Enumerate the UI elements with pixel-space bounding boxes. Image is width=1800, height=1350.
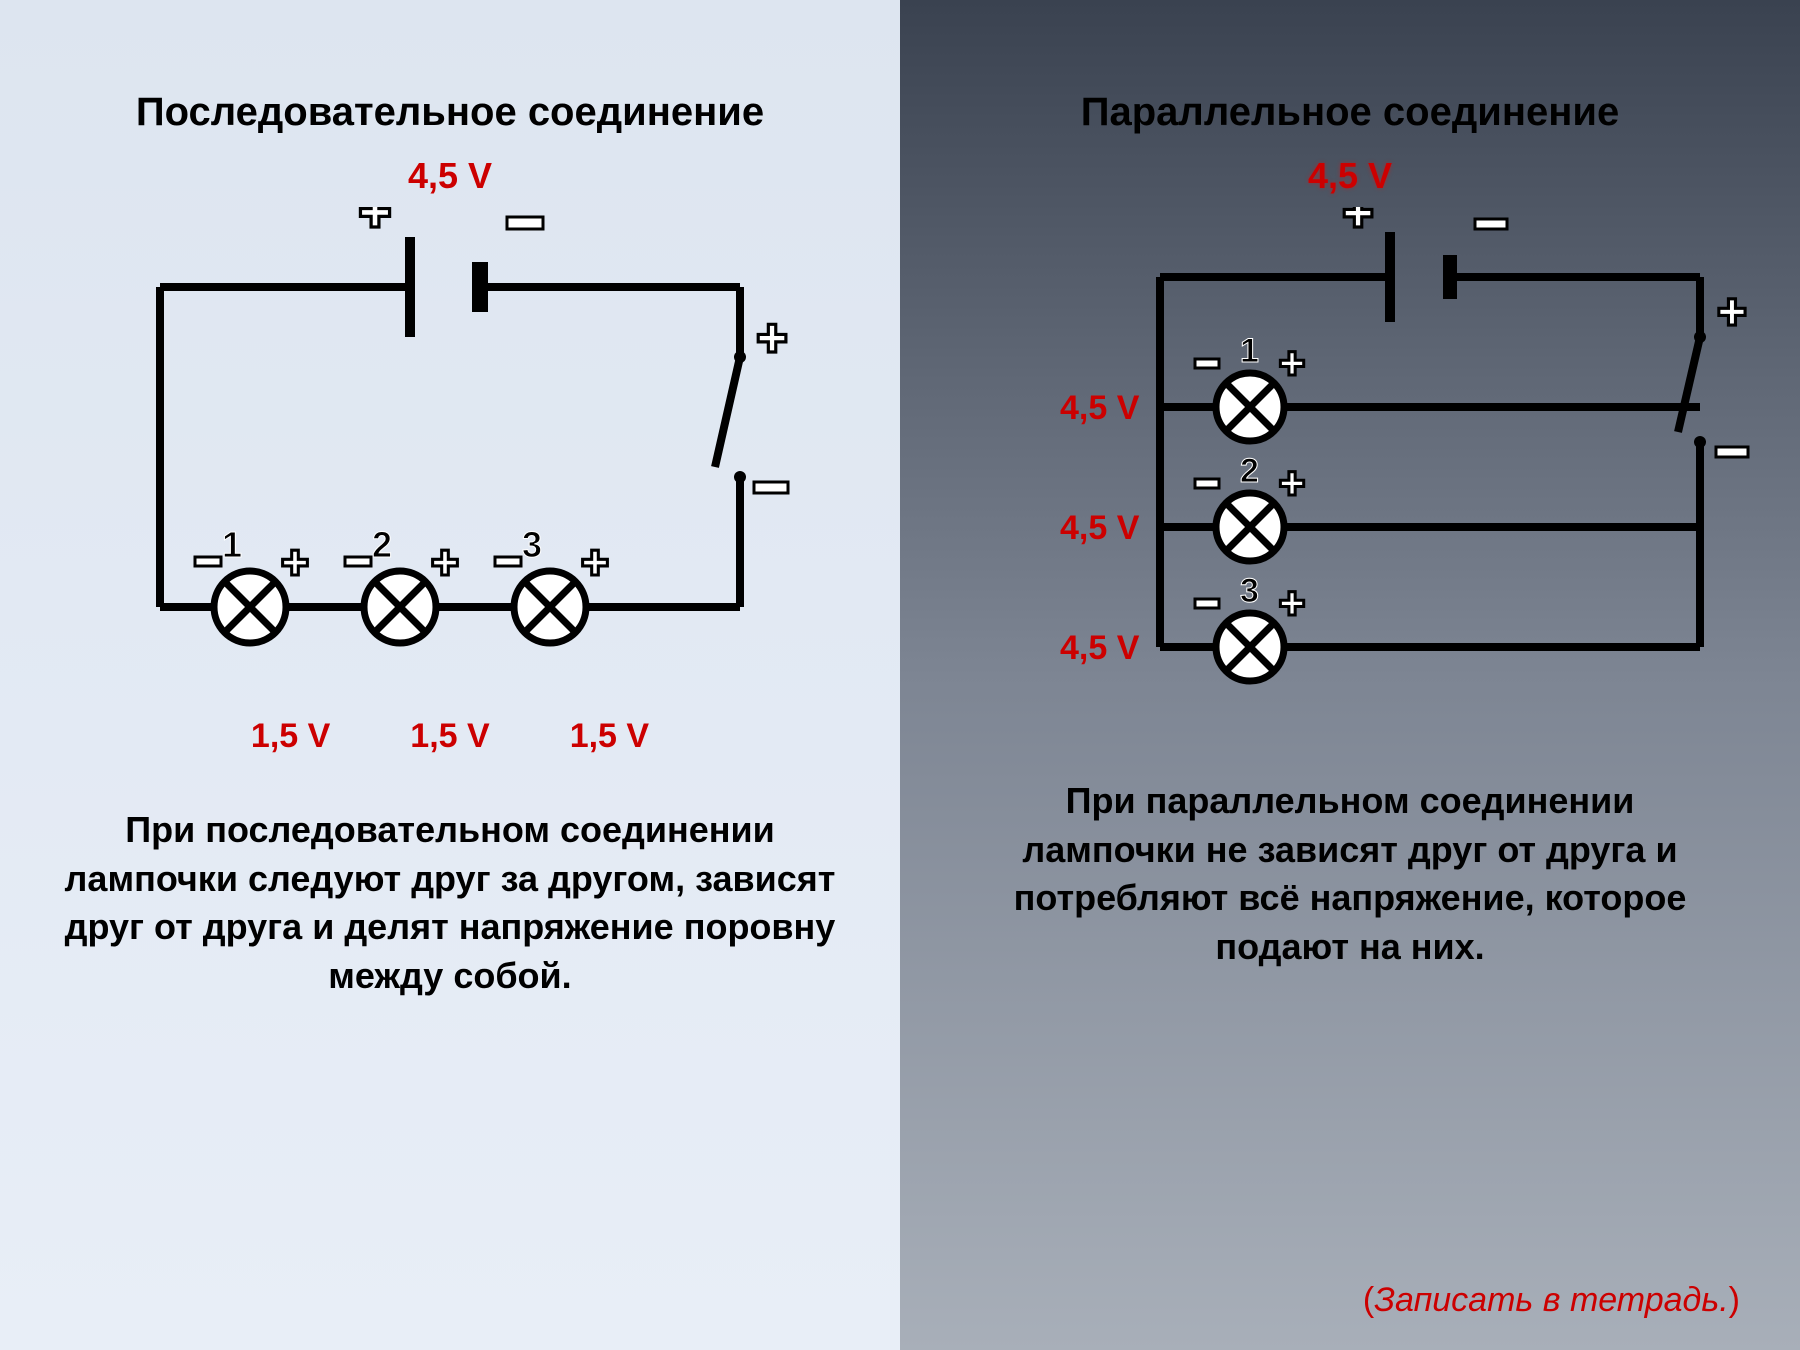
svg-text:✚: ✚ — [1342, 207, 1374, 236]
parallel-lamp-1: 1 ✚ — [1195, 332, 1305, 441]
lamp-voltage-1: 1,5 V — [251, 717, 330, 756]
lamp-voltage-2: 1,5 V — [410, 717, 489, 756]
branch-voltage-2: 4,5 V — [1060, 509, 1140, 547]
svg-text:2: 2 — [372, 524, 392, 565]
svg-text:3: 3 — [1240, 572, 1259, 610]
svg-text:✚: ✚ — [1279, 586, 1306, 622]
svg-text:3: 3 — [522, 524, 542, 565]
svg-text:✚: ✚ — [1717, 292, 1747, 333]
series-source-voltage: 4,5 V — [408, 155, 492, 197]
branch-voltage-3: 4,5 V — [1060, 629, 1140, 667]
svg-text:1: 1 — [1240, 332, 1259, 370]
parallel-source-voltage: 4,5 V — [1308, 155, 1392, 197]
parallel-description: При параллельном соединении лампочки не … — [960, 777, 1740, 971]
series-lamp-voltages: 1,5 V 1,5 V 1,5 V — [251, 717, 649, 756]
series-description: При последовательном соединении лампочки… — [60, 806, 840, 1000]
parallel-title: Параллельное соединение — [1081, 90, 1619, 135]
parallel-circuit: ✚ ✚ 1 ✚ 4,5 V — [1000, 207, 1700, 727]
lamp-2: 2 ✚ — [345, 524, 459, 643]
series-circuit: ✚ ✚ 1 — [100, 207, 800, 707]
svg-text:✚: ✚ — [756, 319, 788, 361]
svg-text:✚: ✚ — [281, 545, 310, 583]
lamp-voltage-3: 1,5 V — [570, 717, 649, 756]
svg-text:✚: ✚ — [581, 545, 610, 583]
footnote: (Записать в тетрадь.) — [1363, 1281, 1740, 1320]
svg-text:✚: ✚ — [358, 207, 392, 236]
svg-text:✚: ✚ — [431, 545, 460, 583]
svg-text:1: 1 — [222, 524, 242, 565]
parallel-lamp-2: 2 ✚ — [1195, 452, 1305, 561]
svg-text:2: 2 — [1240, 452, 1259, 490]
branch-voltage-1: 4,5 V — [1060, 389, 1140, 427]
svg-text:✚: ✚ — [1279, 466, 1306, 502]
lamp-1: 1 ✚ — [195, 524, 309, 643]
svg-text:✚: ✚ — [1279, 346, 1306, 382]
lamp-3: 3 ✚ — [495, 524, 609, 643]
series-panel: Последовательное соединение 4,5 V ✚ — [0, 0, 900, 1350]
parallel-panel: Параллельное соединение 4,5 V ✚ ✚ — [900, 0, 1800, 1350]
parallel-lamp-3: 3 ✚ — [1195, 572, 1305, 681]
footnote-text: Записать в тетрадь. — [1374, 1281, 1729, 1319]
series-title: Последовательное соединение — [136, 90, 764, 135]
